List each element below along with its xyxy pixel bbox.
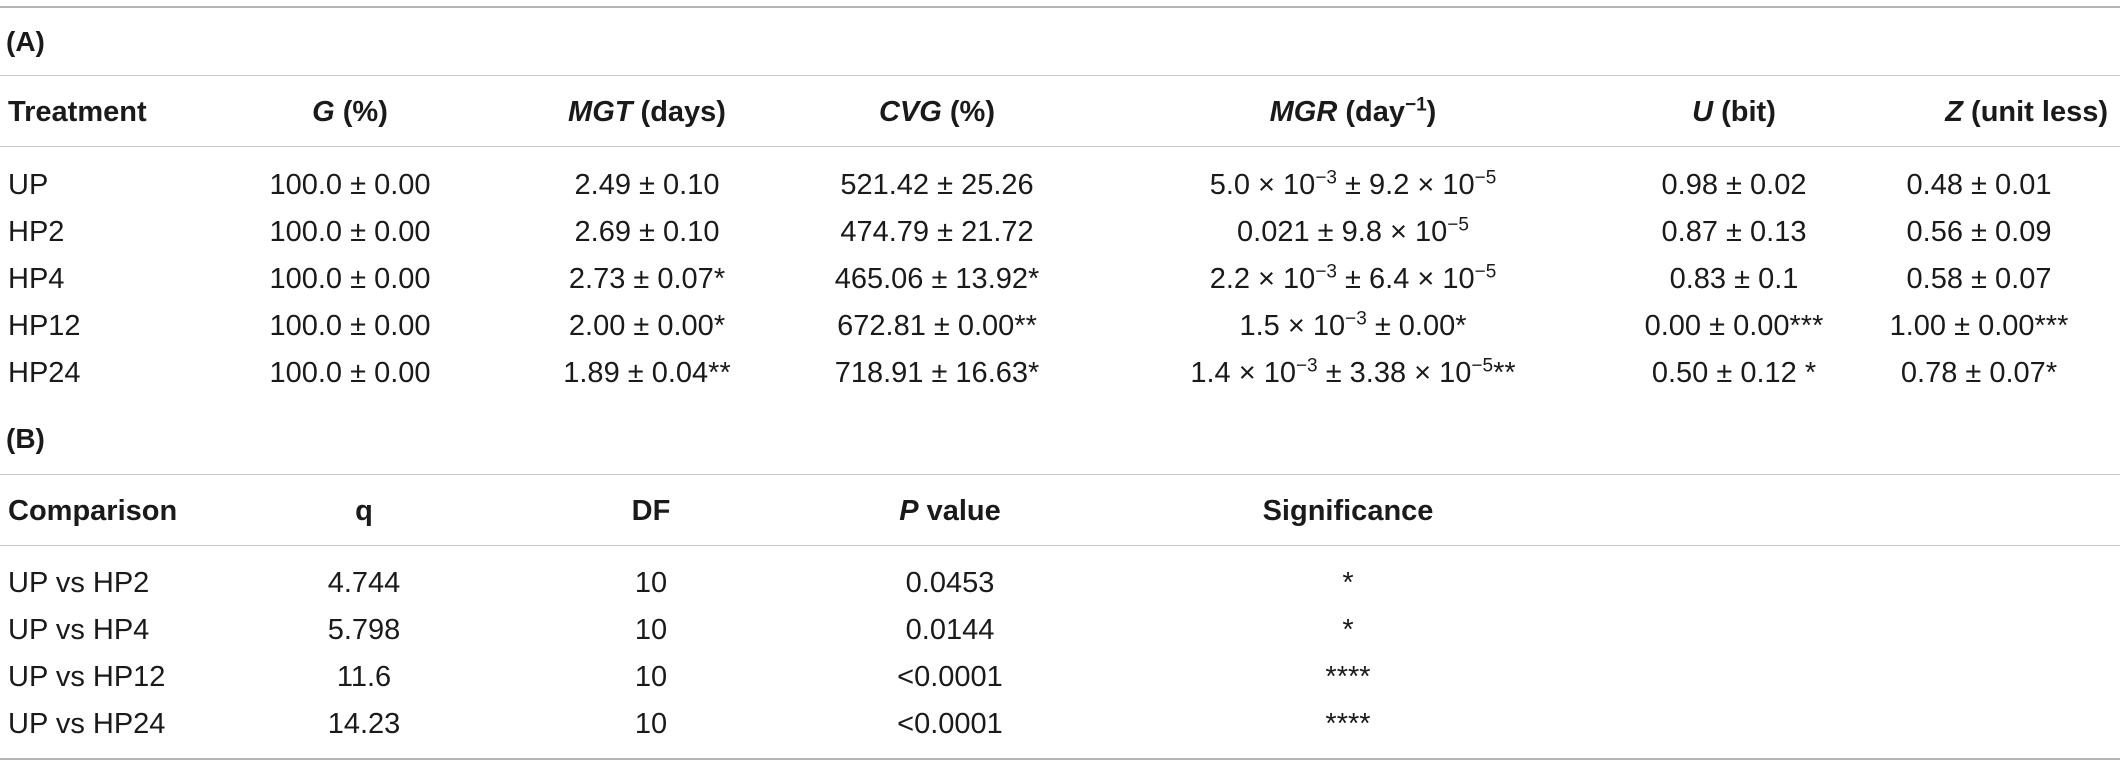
table-b-header-row: Comparison q DF P value Significance [0, 491, 2120, 531]
cell-q: 14.23 [327, 708, 401, 740]
cell-p-value: 0.0453 [905, 567, 995, 599]
table-row: UP 100.0 ± 0.00 2.49 ± 0.10 521.42 ± 25.26 5… [0, 165, 2120, 205]
table-a-header-row: Treatment G (%) MGT (days) CVG (%) MGR (… [0, 92, 2120, 132]
header-g: G (%) [312, 96, 388, 128]
header-a-rule [0, 146, 2120, 147]
cell-z: 0.48 ± 0.01 [1906, 169, 2052, 201]
header-df: DF [631, 495, 671, 527]
cell-treatment: HP12 [8, 310, 81, 342]
cell-mgt: 2.69 ± 0.10 [574, 216, 720, 248]
cell-mgr: 1.5 × 10−3 ± 0.00* [1239, 308, 1467, 342]
table-row: UP vs HP2 4.744 10 0.0453 * [0, 563, 2120, 603]
cell-q: 11.6 [336, 661, 392, 693]
cell-significance: **** [1325, 661, 1371, 693]
cell-cvg: 672.81 ± 0.00** [837, 310, 1037, 342]
cell-cvg: 521.42 ± 25.26 [840, 169, 1034, 201]
cell-cvg: 718.91 ± 16.63* [834, 357, 1040, 389]
cell-comparison: UP vs HP2 [8, 567, 150, 599]
cell-mgr: 1.4 × 10−3 ± 3.38 × 10−5** [1190, 355, 1516, 389]
cell-df: 10 [634, 661, 668, 693]
cell-treatment: HP24 [8, 357, 81, 389]
header-mgt: MGT (days) [568, 96, 726, 128]
cell-treatment: HP2 [8, 216, 65, 248]
header-z: Z (unit less) [1945, 96, 2108, 128]
table-row: HP24 100.0 ± 0.00 1.89 ± 0.04** 718.91 ± 16… [0, 353, 2120, 393]
cell-mgr: 5.0 × 10−3 ± 9.2 × 10−5 [1209, 167, 1497, 201]
cell-g: 100.0 ± 0.00 [269, 216, 431, 248]
table-bottom-rule [0, 758, 2120, 760]
table-row: HP2 100.0 ± 0.00 2.69 ± 0.10 474.79 ± 21.72… [0, 212, 2120, 252]
cell-u: 0.83 ± 0.1 [1669, 263, 1799, 295]
cell-df: 10 [634, 614, 668, 646]
cell-cvg: 465.06 ± 13.92* [834, 263, 1040, 295]
table-row: UP vs HP4 5.798 10 0.0144 * [0, 610, 2120, 650]
header-treatment: Treatment [8, 96, 147, 128]
section-b-rule [0, 474, 2120, 475]
section-a-label: (A) [6, 26, 45, 57]
header-significance: Significance [1262, 495, 1434, 527]
cell-q: 5.798 [327, 614, 401, 646]
header-comparison: Comparison [8, 495, 178, 527]
cell-z: 0.78 ± 0.07* [1900, 357, 2058, 389]
cell-comparison: UP vs HP12 [8, 661, 166, 693]
header-p-value: P value [899, 495, 1001, 527]
cell-df: 10 [634, 708, 668, 740]
cell-u: 0.50 ± 0.12 * [1651, 357, 1817, 389]
section-b-label: (B) [6, 423, 45, 454]
header-mgr: MGR (day−1) [1269, 94, 1437, 128]
cell-u: 0.87 ± 0.13 [1661, 216, 1807, 248]
cell-q: 4.744 [327, 567, 401, 599]
cell-g: 100.0 ± 0.00 [269, 263, 431, 295]
section-a-rule [0, 75, 2120, 76]
cell-df: 10 [634, 567, 668, 599]
cell-p-value: 0.0144 [905, 614, 995, 646]
cell-mgt: 2.49 ± 0.10 [574, 169, 720, 201]
table-row: UP vs HP12 11.6 10 <0.0001 **** [0, 657, 2120, 697]
cell-treatment: HP4 [8, 263, 65, 295]
table-row: UP vs HP24 14.23 10 <0.0001 **** [0, 704, 2120, 744]
table-row: HP4 100.0 ± 0.00 2.73 ± 0.07* 465.06 ± 13.9… [0, 259, 2120, 299]
cell-z: 0.58 ± 0.07 [1906, 263, 2052, 295]
cell-mgr: 2.2 × 10−3 ± 6.4 × 10−5 [1209, 261, 1497, 295]
cell-comparison: UP vs HP4 [8, 614, 150, 646]
table-top-rule [0, 6, 2120, 8]
cell-treatment: UP [8, 169, 49, 201]
cell-cvg: 474.79 ± 21.72 [840, 216, 1034, 248]
cell-significance: * [1342, 614, 1354, 646]
cell-u: 0.98 ± 0.02 [1661, 169, 1807, 201]
cell-u: 0.00 ± 0.00*** [1644, 310, 1824, 342]
cell-z: 0.56 ± 0.09 [1906, 216, 2052, 248]
cell-mgt: 2.73 ± 0.07* [568, 263, 726, 295]
header-u: U (bit) [1692, 96, 1776, 128]
header-q: q [355, 495, 373, 527]
cell-significance: * [1342, 567, 1354, 599]
cell-mgr: 0.021 ± 9.8 × 10−5 [1237, 214, 1469, 248]
cell-significance: **** [1325, 708, 1371, 740]
table-row: HP12 100.0 ± 0.00 2.00 ± 0.00* 672.81 ± 0.0… [0, 306, 2120, 346]
cell-g: 100.0 ± 0.00 [269, 169, 431, 201]
cell-g: 100.0 ± 0.00 [269, 357, 431, 389]
cell-mgt: 2.00 ± 0.00* [568, 310, 726, 342]
cell-p-value: <0.0001 [897, 708, 1003, 740]
cell-p-value: <0.0001 [897, 661, 1003, 693]
cell-comparison: UP vs HP24 [8, 708, 166, 740]
header-cvg: CVG (%) [878, 96, 996, 128]
cell-g: 100.0 ± 0.00 [269, 310, 431, 342]
header-b-rule [0, 545, 2120, 546]
cell-z: 1.00 ± 0.00*** [1889, 310, 2069, 342]
cell-mgt: 1.89 ± 0.04** [563, 357, 731, 389]
